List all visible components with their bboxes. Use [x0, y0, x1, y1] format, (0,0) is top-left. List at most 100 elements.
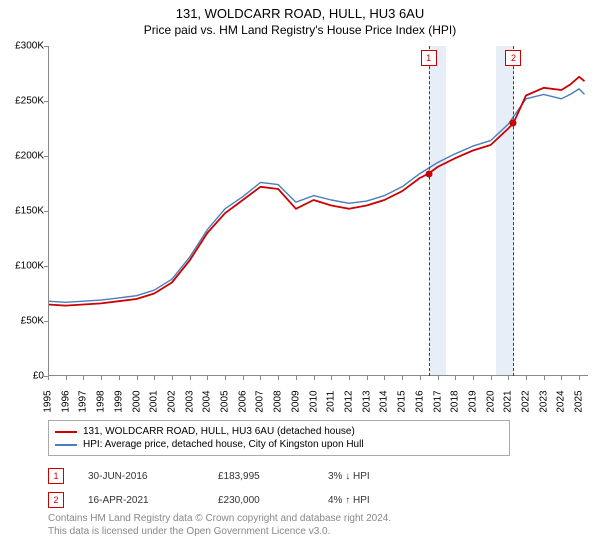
marker-table: 1 30-JUN-2016 £183,995 3% ↓ HPI 2 16-APR…	[48, 464, 588, 512]
x-tick-mark	[349, 376, 350, 380]
x-tick-label: 2023	[538, 390, 549, 412]
y-tick-mark	[44, 266, 48, 267]
marker-price: £230,000	[218, 495, 328, 506]
x-tick-label: 2024	[556, 390, 567, 412]
chart-area: 12	[48, 46, 588, 376]
x-tick-mark	[473, 376, 474, 380]
footnote: Contains HM Land Registry data © Crown c…	[48, 512, 391, 538]
chart-svg	[48, 46, 588, 376]
x-tick-label: 2022	[521, 390, 532, 412]
x-tick-mark	[225, 376, 226, 380]
marker-row: 1 30-JUN-2016 £183,995 3% ↓ HPI	[48, 464, 588, 488]
arrow-down-icon: ↓	[345, 471, 350, 482]
x-tick-mark	[420, 376, 421, 380]
x-tick-label: 2004	[202, 390, 213, 412]
x-tick-mark	[154, 376, 155, 380]
x-tick-mark	[101, 376, 102, 380]
x-tick-mark	[190, 376, 191, 380]
legend-swatch	[55, 431, 77, 433]
y-tick-mark	[44, 101, 48, 102]
y-tick-mark	[44, 321, 48, 322]
page-subtitle: Price paid vs. HM Land Registry's House …	[0, 21, 600, 37]
x-tick-label: 2008	[273, 390, 284, 412]
y-tick-label: £200K	[15, 151, 44, 162]
x-tick-mark	[243, 376, 244, 380]
x-tick-mark	[561, 376, 562, 380]
y-tick-label: £150K	[15, 206, 44, 217]
y-tick-label: £100K	[15, 261, 44, 272]
x-tick-mark	[579, 376, 580, 380]
x-tick-label: 2009	[290, 390, 301, 412]
x-tick-label: 2014	[379, 390, 390, 412]
x-tick-mark	[172, 376, 173, 380]
x-tick-mark	[48, 376, 49, 380]
y-tick-label: £50K	[21, 316, 44, 327]
arrow-up-icon: ↑	[345, 495, 350, 506]
x-tick-mark	[508, 376, 509, 380]
legend-item: HPI: Average price, detached house, City…	[55, 438, 503, 451]
legend: 131, WOLDCARR ROAD, HULL, HU3 6AU (detac…	[48, 420, 510, 456]
x-tick-label: 2020	[485, 390, 496, 412]
y-tick-mark	[44, 211, 48, 212]
x-tick-mark	[491, 376, 492, 380]
marker-id-box: 1	[48, 468, 64, 484]
x-tick-mark	[331, 376, 332, 380]
x-tick-label: 1999	[113, 390, 124, 412]
legend-label: HPI: Average price, detached house, City…	[83, 439, 364, 450]
marker-dot	[425, 170, 432, 177]
x-tick-mark	[296, 376, 297, 380]
marker-line	[513, 46, 514, 376]
x-tick-label: 2005	[220, 390, 231, 412]
x-tick-mark	[367, 376, 368, 380]
x-tick-mark	[137, 376, 138, 380]
x-tick-label: 1995	[43, 390, 54, 412]
y-tick-mark	[44, 156, 48, 157]
marker-line	[429, 46, 430, 376]
x-tick-label: 2025	[574, 390, 585, 412]
marker-date: 16-APR-2021	[88, 495, 218, 506]
footnote-line: Contains HM Land Registry data © Crown c…	[48, 512, 391, 525]
y-tick-label: £250K	[15, 96, 44, 107]
marker-pct: 3% ↓ HPI	[328, 471, 448, 482]
x-tick-mark	[526, 376, 527, 380]
marker-pct-suffix: HPI	[353, 471, 370, 482]
footnote-line: This data is licensed under the Open Gov…	[48, 525, 391, 538]
x-tick-mark	[278, 376, 279, 380]
marker-flag: 1	[421, 50, 437, 66]
x-tick-mark	[384, 376, 385, 380]
x-tick-label: 2001	[149, 390, 160, 412]
series-line-hpi	[48, 89, 585, 302]
marker-flag: 2	[505, 50, 521, 66]
x-tick-label: 2003	[184, 390, 195, 412]
x-tick-label: 2016	[414, 390, 425, 412]
page-title: 131, WOLDCARR ROAD, HULL, HU3 6AU	[0, 0, 600, 21]
legend-swatch	[55, 444, 77, 446]
marker-id-box: 2	[48, 492, 64, 508]
x-tick-label: 2013	[361, 390, 372, 412]
x-tick-mark	[83, 376, 84, 380]
x-tick-label: 2000	[131, 390, 142, 412]
x-tick-label: 1996	[60, 390, 71, 412]
marker-pct-value: 4%	[328, 495, 342, 506]
series-line-property	[48, 77, 585, 306]
x-tick-label: 2011	[326, 391, 337, 413]
x-tick-mark	[207, 376, 208, 380]
x-tick-label: 2007	[255, 390, 266, 412]
x-tick-mark	[260, 376, 261, 380]
marker-pct-value: 3%	[328, 471, 342, 482]
x-tick-label: 2021	[503, 390, 514, 412]
marker-pct: 4% ↑ HPI	[328, 495, 448, 506]
legend-label: 131, WOLDCARR ROAD, HULL, HU3 6AU (detac…	[83, 426, 355, 437]
x-tick-mark	[119, 376, 120, 380]
x-tick-mark	[314, 376, 315, 380]
x-tick-mark	[438, 376, 439, 380]
x-tick-label: 2010	[308, 390, 319, 412]
x-tick-label: 2006	[237, 390, 248, 412]
x-tick-mark	[402, 376, 403, 380]
legend-item: 131, WOLDCARR ROAD, HULL, HU3 6AU (detac…	[55, 425, 503, 438]
x-tick-mark	[544, 376, 545, 380]
marker-dot	[510, 120, 517, 127]
x-tick-label: 2015	[397, 390, 408, 412]
x-tick-mark	[66, 376, 67, 380]
y-tick-mark	[44, 46, 48, 47]
